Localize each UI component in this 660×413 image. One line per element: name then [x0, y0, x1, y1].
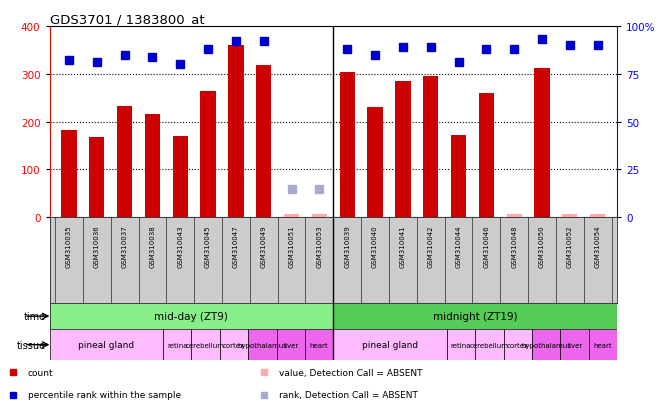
Text: heart: heart — [593, 342, 612, 348]
Bar — [590, 214, 605, 218]
Bar — [451, 135, 466, 218]
Bar — [475, 330, 504, 360]
Bar — [256, 66, 271, 218]
Text: GSM310053: GSM310053 — [316, 225, 322, 267]
Text: mid-day (ZT9): mid-day (ZT9) — [154, 311, 228, 321]
Bar — [423, 76, 438, 218]
Bar — [191, 330, 220, 360]
Text: GSM310048: GSM310048 — [511, 225, 517, 267]
Bar — [560, 330, 589, 360]
Bar — [368, 108, 383, 218]
Bar — [201, 91, 216, 218]
Text: GSM310049: GSM310049 — [261, 225, 267, 267]
Bar — [248, 330, 277, 360]
Text: retina: retina — [451, 342, 471, 348]
Text: GSM310041: GSM310041 — [400, 225, 406, 267]
Text: hypothalamus: hypothalamus — [238, 342, 287, 348]
Text: GSM310038: GSM310038 — [149, 225, 156, 267]
Bar — [532, 330, 560, 360]
Bar — [395, 82, 411, 218]
Text: hypothalamus: hypothalamus — [521, 342, 571, 348]
Text: time: time — [24, 311, 46, 321]
Text: cortex: cortex — [223, 342, 245, 348]
Text: GSM310037: GSM310037 — [121, 225, 127, 267]
Text: tissue: tissue — [17, 340, 46, 350]
Bar — [589, 330, 617, 360]
Text: pineal gland: pineal gland — [78, 340, 135, 349]
Text: rank, Detection Call = ABSENT: rank, Detection Call = ABSENT — [279, 390, 417, 399]
Bar — [228, 46, 244, 218]
Bar — [61, 131, 77, 218]
Text: cerebellum: cerebellum — [186, 342, 225, 348]
Text: GSM310039: GSM310039 — [345, 225, 350, 267]
Text: retina: retina — [167, 342, 187, 348]
Text: GSM310050: GSM310050 — [539, 225, 545, 267]
Bar — [50, 303, 333, 330]
Text: GSM310051: GSM310051 — [288, 225, 294, 267]
Text: GSM310043: GSM310043 — [178, 225, 183, 267]
Text: value, Detection Call = ABSENT: value, Detection Call = ABSENT — [279, 368, 422, 377]
Bar — [117, 107, 132, 218]
Text: count: count — [28, 368, 53, 377]
Bar — [447, 330, 475, 360]
Text: GSM310054: GSM310054 — [595, 225, 601, 267]
Bar — [50, 330, 163, 360]
Text: GSM310040: GSM310040 — [372, 225, 378, 267]
Text: GSM310042: GSM310042 — [428, 225, 434, 267]
Bar — [145, 115, 160, 218]
Text: percentile rank within the sample: percentile rank within the sample — [28, 390, 181, 399]
Bar — [506, 214, 522, 218]
Bar — [163, 330, 191, 360]
Text: pineal gland: pineal gland — [362, 340, 418, 349]
Text: GSM310036: GSM310036 — [94, 225, 100, 267]
Bar — [89, 138, 104, 218]
Text: cortex: cortex — [507, 342, 529, 348]
Text: GSM310035: GSM310035 — [66, 225, 72, 267]
Bar — [284, 214, 299, 218]
Text: cerebellum: cerebellum — [470, 342, 509, 348]
Text: heart: heart — [310, 342, 329, 348]
Bar — [562, 214, 578, 218]
Text: GSM310052: GSM310052 — [567, 225, 573, 267]
Bar — [305, 330, 333, 360]
Text: GSM310044: GSM310044 — [455, 225, 461, 267]
Text: GSM310045: GSM310045 — [205, 225, 211, 267]
Bar — [339, 73, 355, 218]
Text: GSM310047: GSM310047 — [233, 225, 239, 267]
Bar — [535, 69, 550, 218]
Text: GDS3701 / 1383800_at: GDS3701 / 1383800_at — [50, 13, 204, 26]
Bar — [277, 330, 305, 360]
Bar — [312, 214, 327, 218]
Text: midnight (ZT19): midnight (ZT19) — [433, 311, 517, 321]
Bar — [333, 330, 447, 360]
Text: liver: liver — [567, 342, 582, 348]
Bar — [504, 330, 532, 360]
Bar — [478, 94, 494, 218]
Bar — [173, 137, 188, 218]
Bar — [333, 303, 617, 330]
Text: liver: liver — [283, 342, 298, 348]
Bar — [220, 330, 248, 360]
Text: GSM310046: GSM310046 — [483, 225, 489, 267]
